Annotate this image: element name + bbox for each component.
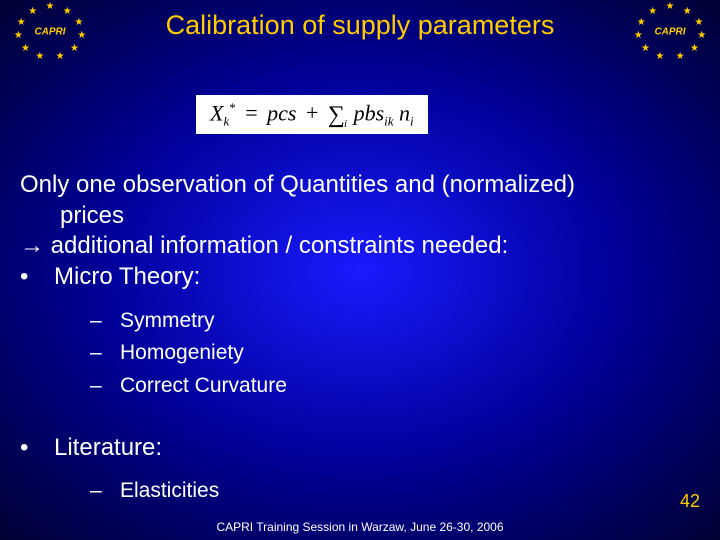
subitem-homogeniety: Homogeniety — [90, 337, 700, 370]
eq-sub: k — [223, 114, 229, 129]
eq-term1: pcs — [267, 100, 296, 125]
sublist-literature: Elasticities — [20, 475, 700, 508]
logo-label: CAPRI — [34, 27, 65, 38]
sigma-icon: ∑ — [328, 102, 345, 128]
subitem-elasticities: Elasticities — [90, 475, 700, 508]
eq-sup: * — [229, 100, 236, 115]
subitem-curvature: Correct Curvature — [90, 370, 700, 403]
slide-title: Calibration of supply parameters — [120, 10, 600, 41]
eq-sigma-sub: i — [344, 118, 347, 130]
footer-text: CAPRI Training Session in Warzaw, June 2… — [0, 520, 720, 534]
body-line-arrow: additional information / constraints nee… — [20, 231, 700, 262]
logo-right: ★ ★ ★ ★ ★ ★ ★ ★ ★ ★ ★ CAPRI — [634, 4, 706, 60]
eq-term2: pbs — [354, 100, 385, 125]
bullet-literature: Literature: — [20, 433, 700, 464]
logo-label: CAPRI — [654, 27, 685, 38]
page-number: 42 — [680, 491, 700, 512]
eq-plus: + — [302, 100, 322, 125]
equation: Xk* = pcs + ∑i pbsik ni — [196, 95, 428, 134]
slide: ★ ★ ★ ★ ★ ★ ★ ★ ★ ★ ★ CAPRI ★ ★ ★ ★ ★ ★ … — [0, 0, 720, 540]
sublist-micro: Symmetry Homogeniety Correct Curvature — [20, 305, 700, 403]
eq-term3-sub: i — [410, 114, 414, 129]
eq-var: X — [210, 100, 223, 125]
eq-term2-sub: ik — [384, 114, 393, 129]
bullet-micro-theory: Micro Theory: — [20, 262, 700, 293]
body-line: Only one observation of Quantities and (… — [20, 170, 700, 201]
logo-left: ★ ★ ★ ★ ★ ★ ★ ★ ★ ★ ★ CAPRI — [14, 4, 86, 60]
slide-body: Only one observation of Quantities and (… — [20, 170, 700, 508]
subitem-symmetry: Symmetry — [90, 305, 700, 338]
eq-equals: = — [241, 100, 261, 125]
eq-term3: n — [399, 100, 410, 125]
body-line: prices — [20, 201, 700, 232]
